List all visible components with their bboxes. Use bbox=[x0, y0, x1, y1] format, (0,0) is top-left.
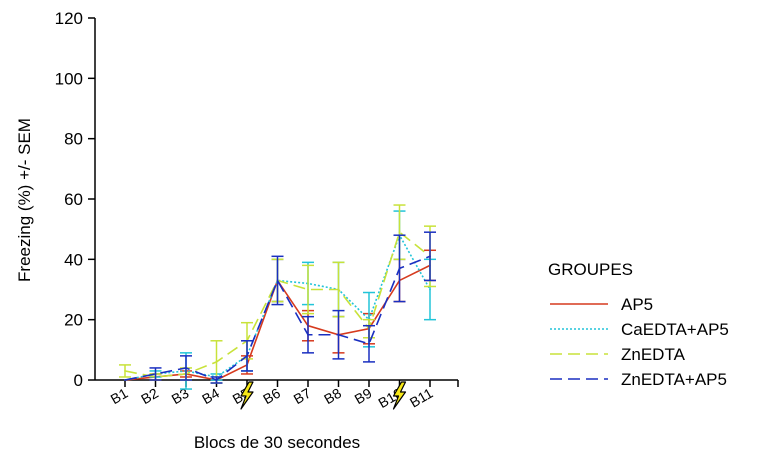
data-point bbox=[246, 354, 248, 357]
data-point bbox=[398, 231, 401, 234]
y-tick-label: 80 bbox=[64, 130, 83, 149]
data-point bbox=[398, 267, 401, 270]
x-axis-title: Blocs de 30 secondes bbox=[194, 433, 360, 452]
y-tick-label: 100 bbox=[55, 69, 83, 88]
series-line bbox=[124, 233, 431, 381]
shock-layer bbox=[240, 381, 407, 410]
x-tick-label: B9 bbox=[352, 385, 375, 408]
data-point bbox=[429, 255, 431, 258]
lightning-icon bbox=[240, 381, 254, 410]
legend-label: ZnEDTA+AP5 bbox=[621, 370, 727, 389]
x-axis: B1B2B3B4B5B6B7B8B9B10B11 bbox=[95, 379, 459, 411]
x-tick-label: B8 bbox=[321, 385, 344, 408]
y-tick-label: 40 bbox=[64, 250, 83, 269]
y-tick-label: 0 bbox=[74, 371, 83, 390]
y-tick-label: 20 bbox=[64, 311, 83, 330]
series-ap5 bbox=[124, 249, 436, 381]
data-point bbox=[185, 367, 187, 369]
x-tick-label: B4 bbox=[199, 385, 222, 408]
data-point bbox=[154, 373, 157, 375]
series-caedta-ap5 bbox=[124, 210, 436, 390]
data-point bbox=[215, 379, 218, 381]
legend-label: AP5 bbox=[621, 295, 653, 314]
data-point bbox=[307, 333, 309, 336]
data-point bbox=[276, 279, 279, 282]
legend-label: CaEDTA+AP5 bbox=[621, 320, 729, 339]
data-point bbox=[215, 361, 218, 363]
y-axis: 0 20 40 60 80 100 120 bbox=[55, 9, 96, 390]
legend-label: ZnEDTA bbox=[621, 345, 686, 364]
data-point bbox=[368, 342, 370, 345]
x-tick-label: B7 bbox=[291, 385, 314, 408]
legend: GROUPES AP5 CaEDTA+AP5 ZnEDTA ZnEDTA+AP5 bbox=[548, 260, 729, 389]
x-tick-label: B2 bbox=[138, 385, 161, 408]
x-tick-label: B3 bbox=[169, 385, 192, 408]
data-point bbox=[307, 288, 309, 291]
x-tick-label: B1 bbox=[108, 385, 131, 408]
series-znedta-ap5 bbox=[124, 231, 436, 384]
data-point bbox=[337, 333, 340, 336]
x-tick-label: B11 bbox=[407, 385, 436, 411]
data-point bbox=[124, 379, 126, 381]
y-axis-title: Freezing (%) +/- SEM bbox=[15, 118, 34, 282]
y-tick-label: 120 bbox=[55, 9, 83, 28]
data-point bbox=[337, 288, 340, 291]
data-point bbox=[429, 288, 431, 291]
series-line bbox=[124, 255, 431, 381]
series-layer bbox=[119, 204, 436, 390]
legend-title: GROUPES bbox=[548, 260, 633, 279]
lightning-icon bbox=[392, 381, 407, 410]
data-point bbox=[124, 370, 126, 372]
y-tick-label: 60 bbox=[64, 190, 83, 209]
x-tick-label: B6 bbox=[260, 385, 283, 408]
